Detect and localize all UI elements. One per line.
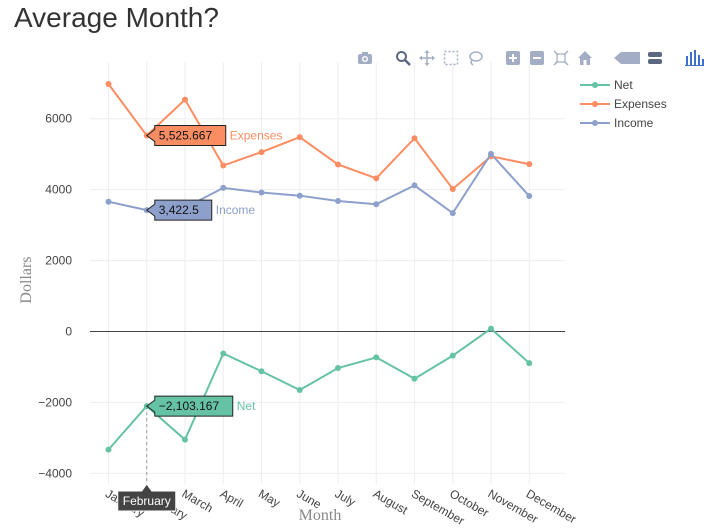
data-point[interactable] [488,150,494,157]
legend-label: Income [614,116,654,130]
data-point[interactable] [526,161,533,168]
data-point[interactable] [449,185,456,192]
legend-marker [592,82,598,88]
x-axis-title: Month [299,507,342,524]
y-axis-title: Dollars [18,256,35,303]
grid [90,62,565,484]
y-tick-label: 4000 [45,183,72,197]
legend-label: Expenses [614,97,667,111]
x-tick-label: April [218,486,246,510]
data-point[interactable] [182,436,188,443]
hover-x-label-text: February [123,494,171,508]
data-point[interactable] [220,350,227,357]
box-select-icon[interactable] [442,49,460,67]
hover-series-name: Expenses [230,129,283,143]
data-point[interactable] [220,184,227,191]
x-tick-label: May [256,486,283,509]
spike-lines-icon[interactable] [614,49,640,67]
hover-closest-icon[interactable] [646,49,664,67]
data-point[interactable] [258,189,265,196]
hover-value-text: 3,422.5 [159,203,199,217]
series-line-net[interactable] [107,327,530,451]
camera-icon[interactable] [356,49,374,67]
data-point[interactable] [296,387,303,394]
hover-label-net: −2,103.167 Net [145,395,256,417]
data-point[interactable] [258,149,265,156]
pan-icon[interactable] [418,49,436,67]
hover-label-income: 3,422.5 Income [145,199,256,221]
data-point[interactable] [258,368,265,375]
hover-label-box [145,125,227,147]
legend-item-income[interactable]: Income [580,116,654,130]
legend-marker [592,120,598,126]
data-point[interactable] [411,375,418,382]
data-point[interactable] [335,198,341,205]
hover-label-expenses: 5,525.667 Expenses [145,125,283,147]
data-point[interactable] [105,80,112,87]
x-tick-label: July [333,486,358,509]
y-tick-label: 6000 [45,112,72,126]
data-point[interactable] [449,210,456,217]
hover-label-box [145,199,213,221]
modebar [356,48,704,68]
plotly-logo-icon[interactable] [684,49,704,67]
autoscale-icon[interactable] [552,49,570,67]
data-point[interactable] [526,360,533,367]
hover-value-text: 5,525.667 [159,129,213,143]
data-point[interactable] [411,135,418,142]
data-point[interactable] [335,161,341,168]
data-point[interactable] [373,201,380,208]
legend-label: Net [614,78,633,92]
legend: Net Expenses Income [580,78,667,130]
data-point[interactable] [449,352,456,359]
lasso-select-icon[interactable] [466,49,484,67]
hover-x-label: February [117,483,177,512]
legend-marker [592,101,598,107]
data-point[interactable] [335,365,341,372]
data-point[interactable] [105,446,112,453]
reset-axes-icon[interactable] [576,49,594,67]
y-tick-label: 2000 [45,254,72,268]
data-point[interactable] [373,354,380,361]
hover-series-name: Net [237,399,256,413]
y-tick-label: 0 [65,325,72,339]
legend-item-net[interactable]: Net [580,78,633,92]
hover-series-name: Income [216,203,256,217]
hover-x-label-box [117,483,177,512]
chart-title: Average Month? [14,2,219,33]
x-tick-label: August [371,486,411,517]
hover-label-box [145,395,234,417]
zoom-out-icon[interactable] [528,49,546,67]
legend-item-expenses[interactable]: Expenses [580,97,667,111]
data-point[interactable] [296,192,303,199]
data-point[interactable] [373,175,380,182]
y-tick-label: −4000 [38,466,72,480]
data-point[interactable] [296,134,303,141]
hover-value-text: −2,103.167 [159,399,220,413]
data-point[interactable] [105,198,112,205]
data-point[interactable] [220,162,227,169]
zoom-icon[interactable] [394,49,412,67]
y-tick-label: −2000 [38,395,72,409]
data-point[interactable] [182,96,188,103]
series-net[interactable] [105,325,533,453]
data-point[interactable] [488,325,494,332]
zoom-in-icon[interactable] [504,49,522,67]
series-line-expenses[interactable] [107,83,530,191]
data-point[interactable] [411,182,418,189]
data-point[interactable] [526,193,533,200]
